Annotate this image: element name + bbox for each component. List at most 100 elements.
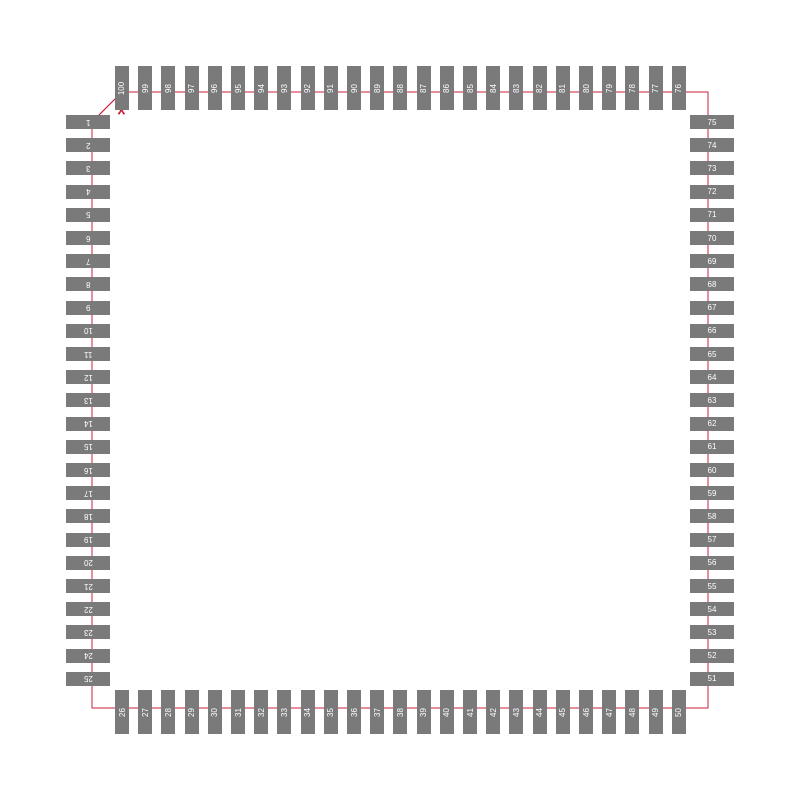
pin-26: 26 xyxy=(115,690,129,734)
pin-label: 68 xyxy=(708,280,717,289)
pin-8: 8 xyxy=(66,277,110,291)
pin-label: 87 xyxy=(419,84,428,93)
pin-label: 41 xyxy=(466,708,475,717)
pin-55: 55 xyxy=(690,579,734,593)
pin-label: 71 xyxy=(708,210,717,219)
pin-3: 3 xyxy=(66,161,110,175)
pin-27: 27 xyxy=(138,690,152,734)
pin-label: 11 xyxy=(84,350,92,359)
pin-69: 69 xyxy=(690,254,734,268)
pin-29: 29 xyxy=(185,690,199,734)
pin-10: 10 xyxy=(66,324,110,338)
pin-54: 54 xyxy=(690,602,734,616)
pin-label: 60 xyxy=(708,466,717,475)
pin-label: 74 xyxy=(708,141,717,150)
pin-25: 25 xyxy=(66,672,110,686)
pin-label: 95 xyxy=(234,84,243,93)
pin-84: 84 xyxy=(486,66,500,110)
pin-82: 82 xyxy=(533,66,547,110)
pin-40: 40 xyxy=(440,690,454,734)
pin-label: 54 xyxy=(708,605,717,614)
pin-label: 12 xyxy=(84,373,93,382)
pin-label: 34 xyxy=(303,708,312,717)
pin-label: 98 xyxy=(164,84,173,93)
pin-label: 15 xyxy=(84,442,93,451)
pin-label: 44 xyxy=(535,708,544,717)
pin-65: 65 xyxy=(690,347,734,361)
pin-label: 6 xyxy=(86,234,90,243)
pin-57: 57 xyxy=(690,533,734,547)
pin-label: 83 xyxy=(512,84,521,93)
pin-94: 94 xyxy=(254,66,268,110)
pin-label: 63 xyxy=(708,396,717,405)
pin-label: 100 xyxy=(117,81,126,94)
pin-label: 94 xyxy=(257,84,266,93)
pin-35: 35 xyxy=(324,690,338,734)
pin-label: 53 xyxy=(708,628,717,637)
pin-76: 76 xyxy=(672,66,686,110)
pin-label: 62 xyxy=(708,419,717,428)
pin-label: 28 xyxy=(164,708,173,717)
pin-44: 44 xyxy=(533,690,547,734)
pin-label: 92 xyxy=(303,84,312,93)
pin-77: 77 xyxy=(649,66,663,110)
pin-label: 66 xyxy=(708,326,717,335)
pin-52: 52 xyxy=(690,649,734,663)
pin-label: 80 xyxy=(582,84,591,93)
pin-20: 20 xyxy=(66,556,110,570)
pin-14: 14 xyxy=(66,417,110,431)
pin-41: 41 xyxy=(463,690,477,734)
pin-label: 30 xyxy=(210,708,219,717)
pin-7: 7 xyxy=(66,254,110,268)
pin-label: 81 xyxy=(558,84,567,93)
pin-label: 22 xyxy=(84,605,93,614)
pin-17: 17 xyxy=(66,486,110,500)
pin-label: 88 xyxy=(396,84,405,93)
pin-91: 91 xyxy=(324,66,338,110)
pin-label: 58 xyxy=(708,512,717,521)
pin-6: 6 xyxy=(66,231,110,245)
pin-34: 34 xyxy=(301,690,315,734)
pin-label: 47 xyxy=(605,708,614,717)
pin-label: 17 xyxy=(84,489,93,498)
pin-88: 88 xyxy=(393,66,407,110)
pin-45: 45 xyxy=(556,690,570,734)
pin-11: 11 xyxy=(66,347,110,361)
pin-61: 61 xyxy=(690,440,734,454)
pin-label: 50 xyxy=(674,708,683,717)
pin-46: 46 xyxy=(579,690,593,734)
pin-19: 19 xyxy=(66,533,110,547)
pin-label: 55 xyxy=(708,582,717,591)
pin-label: 70 xyxy=(708,234,717,243)
pin-label: 42 xyxy=(489,708,498,717)
pin-label: 84 xyxy=(489,84,498,93)
pin-label: 19 xyxy=(84,535,93,544)
pin-label: 76 xyxy=(674,84,683,93)
pin-label: 51 xyxy=(708,674,717,683)
pin-96: 96 xyxy=(208,66,222,110)
pin-16: 16 xyxy=(66,463,110,477)
pin-label: 89 xyxy=(373,84,382,93)
pin-48: 48 xyxy=(625,690,639,734)
pin-85: 85 xyxy=(463,66,477,110)
pin-label: 75 xyxy=(708,118,717,127)
pin-74: 74 xyxy=(690,138,734,152)
pin-36: 36 xyxy=(347,690,361,734)
pin-63: 63 xyxy=(690,393,734,407)
pin-label: 72 xyxy=(708,187,717,196)
pin-13: 13 xyxy=(66,393,110,407)
pin-label: 96 xyxy=(210,84,219,93)
pin-label: 14 xyxy=(84,419,93,428)
pin-51: 51 xyxy=(690,672,734,686)
pin-68: 68 xyxy=(690,277,734,291)
pin-label: 25 xyxy=(84,674,93,683)
pin-label: 52 xyxy=(708,651,717,660)
pin-label: 33 xyxy=(280,708,289,717)
pin-label: 43 xyxy=(512,708,521,717)
pin-1: 1 xyxy=(66,115,110,129)
pin-label: 29 xyxy=(187,708,196,717)
pin-43: 43 xyxy=(509,690,523,734)
pin-label: 31 xyxy=(234,708,243,717)
pin-42: 42 xyxy=(486,690,500,734)
pin-label: 97 xyxy=(187,84,196,93)
